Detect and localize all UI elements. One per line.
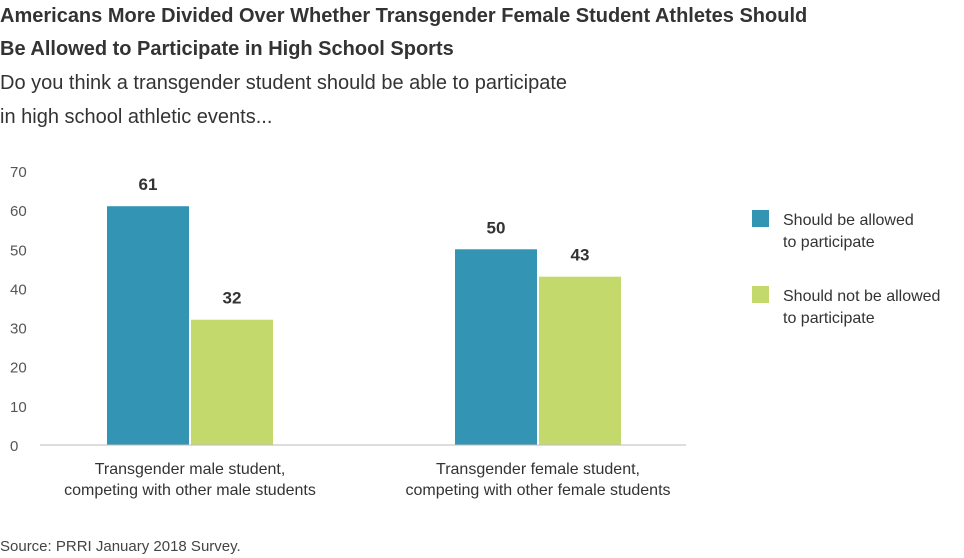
data-label-cat1-series0: 50 [487, 218, 506, 237]
bar-cat1-series0 [455, 249, 537, 445]
data-label-cat0-series0: 61 [139, 175, 158, 194]
chart-title-line-2: Be Allowed to Participate in High School… [0, 38, 454, 60]
y-tick-label-0: 0 [10, 438, 18, 455]
y-tick-label-2: 20 [10, 360, 27, 377]
bars: 61 32 50 43 [107, 175, 621, 445]
legend-label-1-line-0: Should not be allowed [783, 288, 940, 305]
category-label-0-line-1: competing with other male students [64, 482, 316, 499]
bar-chart: 0 10 20 30 40 50 60 70 61 32 50 43 Transgender mal… [10, 164, 940, 499]
chart-title-line-1: Americans More Divided Over Whether Tran… [0, 5, 808, 27]
legend-swatch-1 [752, 286, 769, 303]
chart-subtitle-line-2: in high school athletic events... [0, 106, 273, 128]
y-axis: 0 10 20 30 40 50 60 70 [10, 164, 27, 455]
chart-subtitle-line-1: Do you think a transgender student shoul… [0, 72, 568, 94]
category-label-0-line-0: Transgender male student, [95, 461, 286, 478]
y-tick-label-7: 70 [10, 164, 27, 181]
category-label-1-line-0: Transgender female student, [436, 461, 640, 478]
category-label-1-line-1: competing with other female students [405, 482, 670, 499]
bar-cat0-series1 [191, 319, 273, 445]
data-label-cat1-series1: 43 [571, 246, 590, 265]
y-tick-label-5: 50 [10, 242, 27, 259]
legend-label-0-line-0: Should be allowed [783, 212, 914, 229]
x-axis: Transgender male student, competing with … [40, 444, 686, 499]
bar-cat1-series1 [539, 276, 621, 445]
y-tick-label-6: 60 [10, 203, 27, 220]
legend-label-1-line-1: to participate [783, 310, 875, 327]
y-tick-label-4: 40 [10, 281, 27, 298]
legend-swatch-0 [752, 210, 769, 227]
chart-subtitle: Do you think a transgender student shoul… [0, 66, 960, 134]
chart-title: Americans More Divided Over Whether Tran… [0, 0, 960, 66]
legend-label-0-line-1: to participate [783, 234, 875, 251]
data-label-cat0-series1: 32 [223, 289, 242, 308]
bar-cat0-series0 [107, 206, 189, 445]
y-tick-label-3: 30 [10, 321, 27, 338]
source-note: Source: PRRI January 2018 Survey. [0, 538, 241, 555]
legend: Should be allowed to participate Should no… [752, 210, 940, 327]
y-tick-label-1: 10 [10, 399, 27, 416]
